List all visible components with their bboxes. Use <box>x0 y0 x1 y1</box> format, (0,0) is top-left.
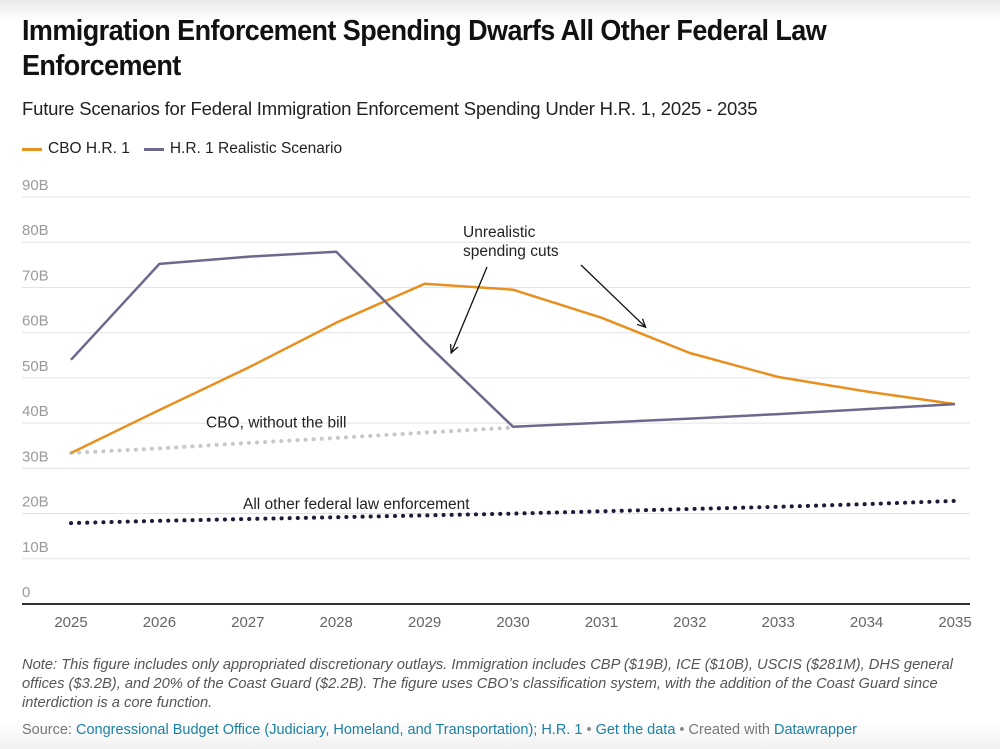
annotation-arrow-right-head <box>636 318 647 329</box>
x-tick-label: 2031 <box>585 614 618 631</box>
annotation-line: Unrealistic <box>463 224 536 241</box>
y-tick-label: 60B <box>22 313 49 330</box>
annotation-unrealistic-cuts: Unrealistic spending cuts <box>463 224 559 260</box>
x-tick-label: 2035 <box>938 614 971 631</box>
gridlines <box>22 196 970 605</box>
source-link[interactable]: Congressional Budget Office (Judiciary, … <box>76 722 583 738</box>
separator: • <box>679 722 685 738</box>
legend-label-cbo-hr1: CBO H.R. 1 <box>48 140 130 157</box>
x-tick-label: 2029 <box>408 614 441 631</box>
created-with-label: Created with <box>688 722 770 738</box>
annotation-arrow-left-head <box>449 343 459 355</box>
y-tick-label: 90B <box>22 177 49 194</box>
annotation-arrow-left <box>450 266 488 354</box>
series-line-all-other-federal-law-enforcement <box>69 498 957 526</box>
x-tick-label: 2026 <box>143 614 176 631</box>
annotation-arrow-right <box>580 264 647 328</box>
x-axis-ticks: 2025 2026 2027 2028 2029 2030 2031 2032 2033 2034… <box>54 614 971 631</box>
get-data-link[interactable]: Get the data <box>595 722 676 738</box>
x-tick-label: 2034 <box>850 614 883 631</box>
chart-subtitle: Future Scenarios for Federal Immigration… <box>22 98 758 119</box>
annotation-cbo-without-bill: CBO, without the bill <box>206 414 346 431</box>
legend-swatch-realistic-scenario <box>143 147 164 151</box>
legend-item-cbo-hr1: CBO H.R. 1 <box>22 140 130 158</box>
x-tick-label: 2028 <box>320 614 353 631</box>
y-tick-label: 50B <box>22 358 49 375</box>
series-line-cbo-h-r-1 <box>70 282 956 455</box>
x-tick-label: 2030 <box>496 614 529 631</box>
annotation-other-law-enforcement: All other federal law enforcement <box>243 496 470 513</box>
y-tick-label: 20B <box>22 494 49 511</box>
legend: CBO H.R. 1 H.R. 1 Realistic Scenario <box>22 140 356 158</box>
annotation-line: spending cuts <box>463 243 559 260</box>
footnote: Note: This figure includes only appropri… <box>22 657 953 711</box>
legend-label-realistic-scenario: H.R. 1 Realistic Scenario <box>169 140 343 157</box>
x-tick-label: 2033 <box>762 614 795 631</box>
legend-swatch-cbo-hr1 <box>22 147 42 151</box>
series-line-h-r-1-realistic-scenario <box>70 250 956 428</box>
y-tick-label: 0 <box>22 584 30 601</box>
y-tick-label: 30B <box>22 448 49 465</box>
series-line-cbo-without-the-bill <box>69 425 515 455</box>
x-tick-label: 2025 <box>54 614 87 631</box>
chart-title: Immigration Enforcement Spending Dwarfs … <box>22 15 827 82</box>
y-tick-label: 10B <box>22 539 49 556</box>
source-label: Source: <box>22 722 72 738</box>
annotations: Unrealistic spending cuts CBO, without the… <box>206 224 647 513</box>
source-line: Source: Congressional Budget Office (Jud… <box>22 722 857 738</box>
x-tick-label: 2032 <box>673 614 706 631</box>
y-tick-label: 70B <box>22 267 49 284</box>
y-tick-label: 40B <box>22 403 49 420</box>
y-axis-ticks: 0 10B 20B 30B 40B 50B 60B 70B 80B 90B <box>22 177 49 601</box>
x-tick-label: 2027 <box>231 614 264 631</box>
y-tick-label: 80B <box>22 222 49 239</box>
legend-item-realistic-scenario: H.R. 1 Realistic Scenario <box>143 140 343 158</box>
datawrapper-link[interactable]: Datawrapper <box>773 722 857 738</box>
separator: • <box>586 722 592 738</box>
series-lines <box>69 250 957 526</box>
